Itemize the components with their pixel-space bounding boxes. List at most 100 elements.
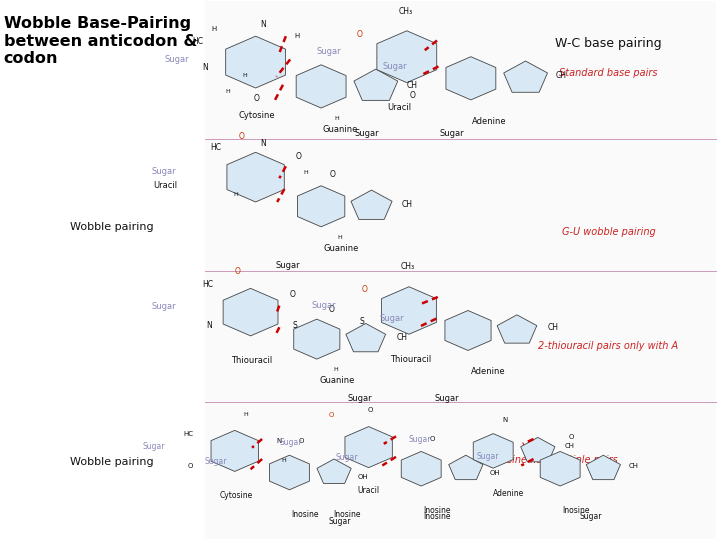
Text: O: O xyxy=(330,171,336,179)
Text: Wobble pairing: Wobble pairing xyxy=(70,457,153,467)
Text: HC: HC xyxy=(202,280,213,288)
Text: Sugar: Sugar xyxy=(279,438,302,447)
Text: Inosine: Inosine xyxy=(423,507,451,515)
Text: Sugar: Sugar xyxy=(164,55,189,64)
Text: CH: CH xyxy=(396,333,408,342)
Text: Guanine: Guanine xyxy=(319,376,355,384)
Text: N: N xyxy=(276,438,282,444)
Text: Sugar: Sugar xyxy=(312,301,336,309)
Text: H: H xyxy=(338,235,342,240)
Text: H: H xyxy=(282,458,286,463)
Polygon shape xyxy=(401,451,441,486)
Text: G-U wobble pairing: G-U wobble pairing xyxy=(562,227,655,237)
Polygon shape xyxy=(294,319,340,359)
Text: OH: OH xyxy=(490,470,500,476)
Text: O: O xyxy=(235,267,240,275)
Text: O: O xyxy=(187,463,193,469)
Text: Sugar: Sugar xyxy=(276,261,300,270)
Text: Uracil: Uracil xyxy=(387,104,412,112)
Text: Inosine has multiple pairs: Inosine has multiple pairs xyxy=(492,455,617,465)
Polygon shape xyxy=(354,69,397,100)
Polygon shape xyxy=(227,152,284,202)
Text: Cytosine: Cytosine xyxy=(220,491,253,500)
Text: Sugar: Sugar xyxy=(579,512,602,521)
Text: Sugar: Sugar xyxy=(328,517,351,525)
Text: Cytosine: Cytosine xyxy=(239,111,275,119)
Text: Inosine: Inosine xyxy=(562,507,590,515)
Text: CH: CH xyxy=(556,71,567,80)
Text: Inosine: Inosine xyxy=(333,510,361,518)
Polygon shape xyxy=(445,310,491,350)
Text: N: N xyxy=(260,139,266,148)
Text: H: H xyxy=(211,25,217,32)
Text: N: N xyxy=(202,63,208,72)
Text: Thiouracil: Thiouracil xyxy=(231,356,273,365)
Text: Sugar: Sugar xyxy=(434,394,459,403)
Text: S: S xyxy=(293,321,297,330)
Text: O: O xyxy=(328,411,334,418)
Text: HC: HC xyxy=(183,430,193,437)
Polygon shape xyxy=(317,459,351,483)
Text: Adenine: Adenine xyxy=(472,117,507,126)
Text: H: H xyxy=(244,411,248,417)
Text: S: S xyxy=(360,317,364,326)
Text: Wobble Base-Pairing
between anticodon &
codon: Wobble Base-Pairing between anticodon & … xyxy=(4,16,197,66)
Text: H: H xyxy=(333,367,338,372)
Text: Inosine: Inosine xyxy=(423,512,451,521)
Polygon shape xyxy=(497,315,537,343)
Polygon shape xyxy=(521,437,555,462)
Text: H: H xyxy=(294,33,300,39)
Text: O: O xyxy=(410,91,415,100)
Text: O: O xyxy=(357,30,363,38)
Text: Uracil: Uracil xyxy=(358,486,379,495)
Text: CH: CH xyxy=(564,442,575,449)
Polygon shape xyxy=(223,288,278,336)
Text: Sugar: Sugar xyxy=(408,435,431,443)
Text: O: O xyxy=(361,286,367,294)
Polygon shape xyxy=(296,65,346,108)
Polygon shape xyxy=(225,36,286,88)
Text: Sugar: Sugar xyxy=(204,457,228,466)
Text: O: O xyxy=(254,94,260,103)
Text: N: N xyxy=(502,416,508,423)
Text: W-C base pairing: W-C base pairing xyxy=(555,37,662,50)
Text: CH: CH xyxy=(406,81,418,90)
Text: H: H xyxy=(226,89,230,94)
Text: Sugar: Sugar xyxy=(477,453,500,461)
Text: O: O xyxy=(289,291,295,299)
Text: N: N xyxy=(260,20,266,29)
Text: CH₃: CH₃ xyxy=(400,262,415,271)
Text: H: H xyxy=(335,116,339,122)
Text: Inosine: Inosine xyxy=(292,510,319,519)
Text: CH: CH xyxy=(402,200,413,209)
Text: O: O xyxy=(569,434,575,441)
Text: Sugar: Sugar xyxy=(382,62,407,71)
Polygon shape xyxy=(345,427,392,468)
Text: Adenine: Adenine xyxy=(471,367,505,376)
Polygon shape xyxy=(540,451,580,486)
Polygon shape xyxy=(346,323,386,352)
Text: CH: CH xyxy=(547,323,559,332)
Polygon shape xyxy=(297,186,345,227)
Text: 2-thiouracil pairs only with A: 2-thiouracil pairs only with A xyxy=(539,341,678,350)
Polygon shape xyxy=(586,455,621,480)
Text: H: H xyxy=(304,170,308,176)
Polygon shape xyxy=(446,57,496,100)
Text: CH₃: CH₃ xyxy=(398,7,413,16)
Text: N: N xyxy=(206,321,212,330)
Polygon shape xyxy=(382,287,436,334)
Text: Sugar: Sugar xyxy=(335,454,358,462)
Text: OH: OH xyxy=(358,474,368,480)
Polygon shape xyxy=(211,430,258,471)
Text: Wobble pairing: Wobble pairing xyxy=(70,222,153,232)
Text: Sugar: Sugar xyxy=(152,302,176,311)
Text: Sugar: Sugar xyxy=(348,394,372,403)
Text: HC: HC xyxy=(210,143,222,152)
Text: Sugar: Sugar xyxy=(143,442,166,451)
Text: O: O xyxy=(296,152,302,161)
Text: H: H xyxy=(243,73,247,78)
Text: Adenine: Adenine xyxy=(493,489,525,497)
Text: H: H xyxy=(234,192,238,197)
Text: Sugar: Sugar xyxy=(317,47,341,56)
Text: Guanine: Guanine xyxy=(323,244,359,253)
